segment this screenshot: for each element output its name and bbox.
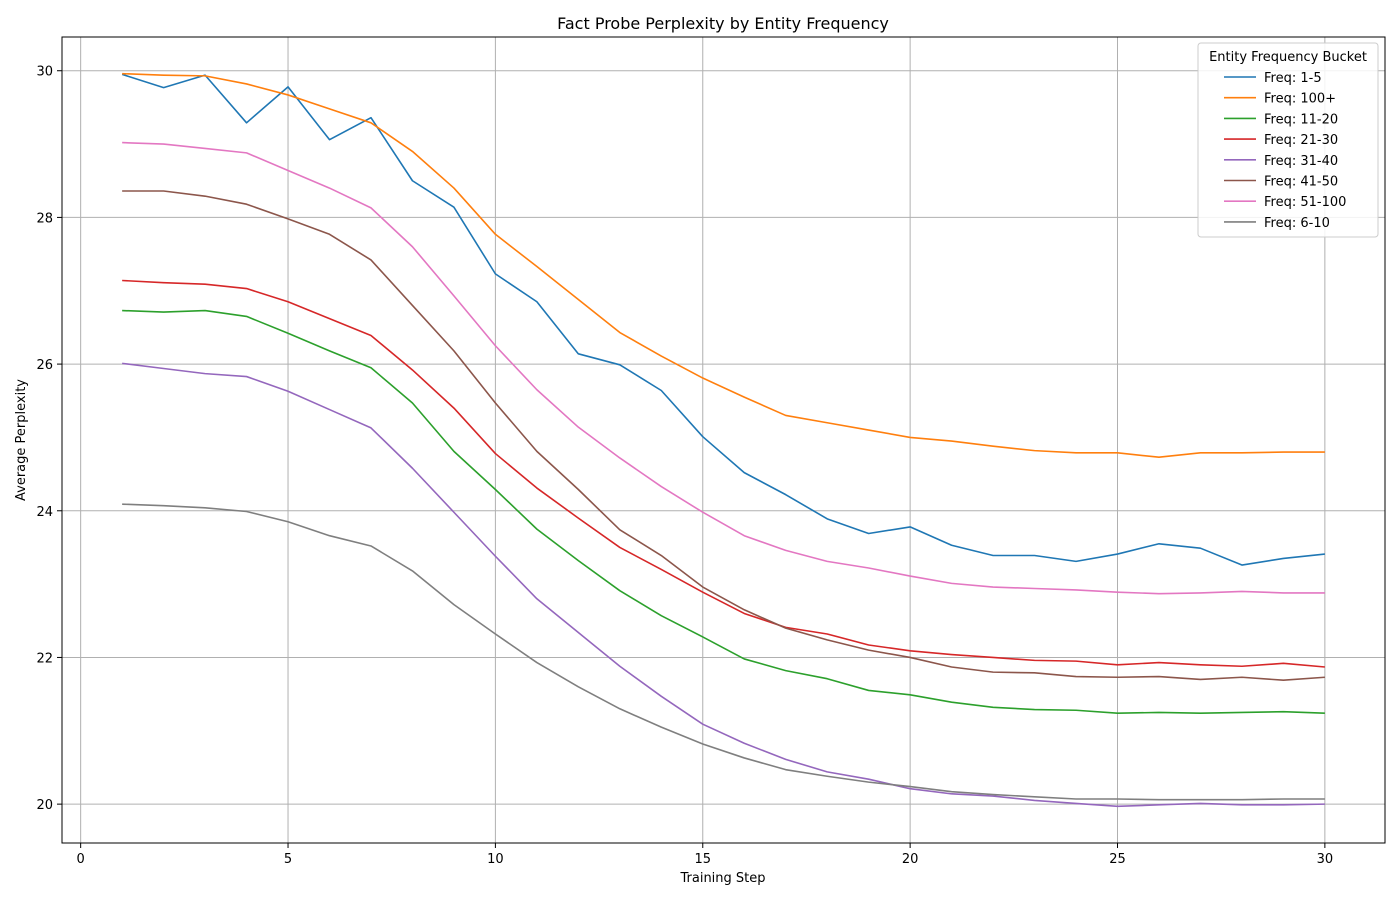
legend-entries: Freq: 1-5 Freq: 100+ Freq: 11-20 Freq: 21-3… [1224,71,1346,231]
legend-label: Freq: 41-50 [1264,175,1338,190]
series-line-freq-21-30 [122,279,1325,668]
series-line-freq-1-5 [121,73,1325,566]
x-tick-label: 25 [1109,852,1126,867]
x-axis-ticks: 0 5 10 15 20 25 30 [77,843,1334,867]
y-tick-label: 30 [36,65,53,80]
plot-frame [61,36,1386,844]
series-line-freq-31-40 [122,362,1325,808]
legend-title: Entity Frequency Bucket [1209,50,1367,65]
x-tick-label: 5 [284,852,292,867]
legend-label: Freq: 6-10 [1264,216,1330,231]
legend-label: Freq: 21-30 [1264,133,1338,148]
x-tick-label: 15 [694,852,711,867]
y-tick-label: 26 [36,358,53,373]
series-line-freq-51-100 [122,141,1325,595]
x-tick-label: 30 [1317,852,1334,867]
x-tick-label: 20 [902,852,919,867]
series-line-freq-11-20 [122,309,1325,714]
series-line-freq-100 [122,72,1325,459]
legend-label: Freq: 100+ [1264,92,1336,107]
series-line-freq-6-10 [122,503,1325,801]
y-tick-label: 22 [36,651,53,666]
series-lines [121,72,1325,808]
y-tick-label: 24 [36,505,53,520]
legend-label: Freq: 1-5 [1264,71,1322,86]
chart-title: Fact Probe Perplexity by Entity Frequenc… [557,14,889,33]
legend-label: Freq: 11-20 [1264,112,1338,127]
x-axis-label: Training Step [679,871,765,886]
y-tick-label: 20 [36,798,53,813]
legend-label: Freq: 31-40 [1264,154,1338,169]
y-axis-ticks: 20 22 24 26 28 30 [36,65,62,813]
legend-box [1197,42,1379,238]
y-axis-label: Average Perplexity [14,379,29,501]
x-tick-label: 0 [77,852,85,867]
series-line-freq-41-50 [122,190,1325,681]
y-tick-label: 28 [36,211,53,226]
legend-label: Freq: 51-100 [1264,195,1346,210]
x-tick-label: 10 [487,852,504,867]
